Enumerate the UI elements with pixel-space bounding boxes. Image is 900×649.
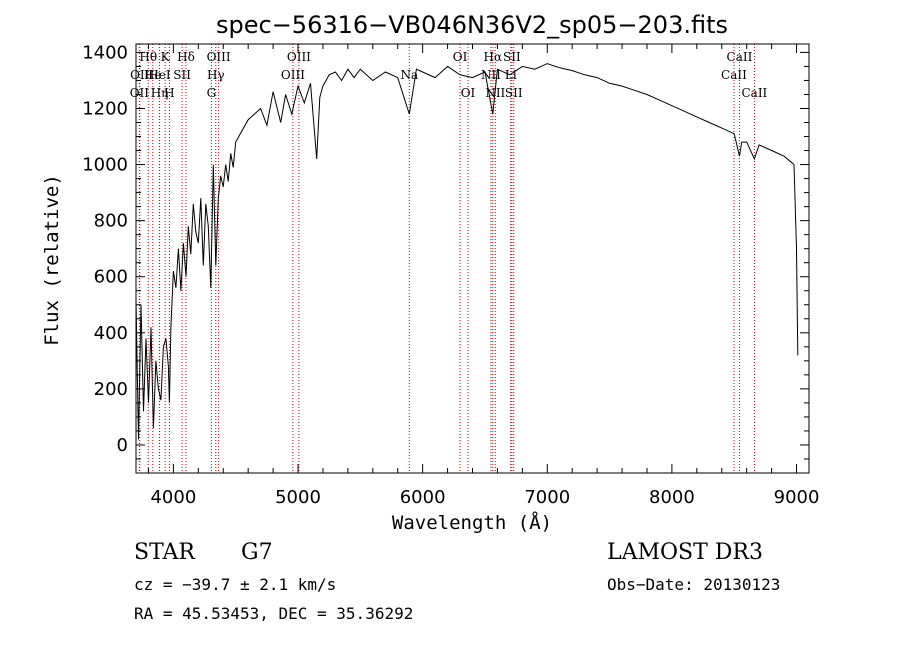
line-label-7: SII bbox=[173, 68, 191, 82]
object-type: STAR bbox=[134, 540, 196, 565]
spectral-subclass: G7 bbox=[241, 540, 273, 565]
y-axis: 0 200 400 600 800 1000 1200 1400 bbox=[82, 42, 809, 474]
y-tick-label: 200 bbox=[94, 379, 128, 400]
x-axis-label: Wavelength (Å) bbox=[392, 511, 552, 534]
line-label-24: CaII bbox=[727, 50, 753, 64]
line-label-13: OIII bbox=[287, 50, 311, 64]
x-tick-label: 6000 bbox=[400, 487, 446, 508]
y-tick-label: 400 bbox=[94, 323, 128, 344]
y-tick-label: 1200 bbox=[82, 98, 128, 119]
y-axis-label: Flux (relative) bbox=[41, 174, 63, 346]
reference-lines bbox=[138, 44, 755, 473]
line-label-14: OIII bbox=[281, 68, 305, 82]
y-tick-label: 1400 bbox=[82, 42, 128, 63]
line-label-0: OII bbox=[130, 86, 150, 100]
line-label-6: HeI bbox=[148, 68, 171, 82]
line-label-18: Hα bbox=[484, 50, 503, 64]
x-tick-label: 7000 bbox=[524, 487, 570, 508]
x-tick-label: 8000 bbox=[649, 487, 695, 508]
line-label-5: K bbox=[161, 50, 171, 64]
y-tick-label: 600 bbox=[94, 267, 128, 288]
line-label-15: Na bbox=[400, 68, 418, 82]
line-label-11: Hγ bbox=[207, 68, 225, 82]
line-label-4: Hη bbox=[151, 86, 169, 100]
line-label-16: OI bbox=[453, 50, 468, 64]
line-label-3: He bbox=[144, 68, 162, 82]
x-tick-label: 9000 bbox=[774, 487, 820, 508]
line-label-10: OIII bbox=[207, 50, 231, 64]
chart-title: spec−56316−VB046N36V2_sp05−203.fits bbox=[216, 11, 728, 39]
y-tick-label: 0 bbox=[117, 435, 128, 456]
ra-dec: RA = 45.53453, DEC = 35.36292 bbox=[134, 604, 413, 623]
y-tick-label: 800 bbox=[94, 211, 128, 232]
line-label-26: CaII bbox=[741, 86, 767, 100]
line-label-2: OII bbox=[130, 68, 150, 82]
line-label-12: G bbox=[207, 86, 217, 100]
redshift-cz: cz = −39.7 ± 2.1 km/s bbox=[134, 575, 336, 594]
x-axis: 4000 5000 6000 7000 8000 9000 bbox=[147, 44, 820, 508]
line-label-9: Hδ bbox=[177, 50, 195, 64]
line-label-1: Hθ bbox=[139, 50, 157, 64]
spectrum-line bbox=[135, 63, 799, 440]
line-label-20: NII bbox=[481, 68, 501, 82]
line-label-25: CaII bbox=[721, 68, 747, 82]
plot-frame bbox=[135, 43, 810, 474]
line-label-21: Li bbox=[505, 68, 517, 82]
survey-name: LAMOST DR3 bbox=[607, 540, 763, 565]
obs-date: Obs−Date: 20130123 bbox=[607, 575, 780, 594]
y-tick-label: 1000 bbox=[82, 155, 128, 176]
line-label-19: SII bbox=[503, 50, 521, 64]
line-label-17: OI bbox=[461, 86, 476, 100]
x-tick-label: 4000 bbox=[150, 487, 196, 508]
line-label-23: SII bbox=[505, 86, 523, 100]
line-label-8: H bbox=[164, 86, 174, 100]
x-tick-label: 5000 bbox=[275, 487, 321, 508]
